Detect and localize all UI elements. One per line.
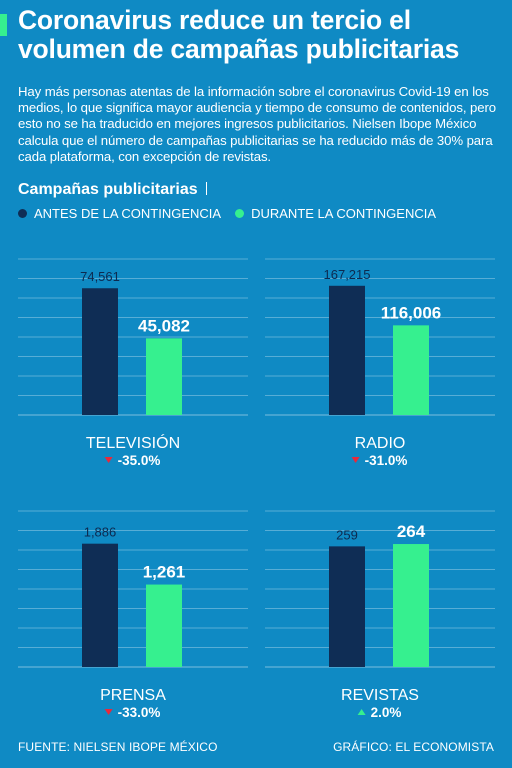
legend-dot-before xyxy=(18,209,27,218)
bar-radio-before xyxy=(329,285,365,415)
down-arrow-icon-prensa xyxy=(104,709,113,715)
footer-credit: GRÁFICO: EL ECONOMISTA xyxy=(333,740,494,754)
data-label-revistas-during: 264 xyxy=(397,522,426,541)
up-arrow-icon-revistas xyxy=(357,709,366,715)
section-title-text: Campañas publicitarias xyxy=(18,181,198,198)
data-label-television-during: 45,082 xyxy=(138,316,190,335)
data-label-prensa-before: 1,886 xyxy=(84,525,117,540)
legend-item-before: ANTES DE LA CONTINGENCIA xyxy=(18,206,221,221)
bar-prensa-before xyxy=(82,543,118,667)
legend: ANTES DE LA CONTINGENCIA DURANTE LA CONT… xyxy=(18,206,450,221)
category-label-revistas: REVISTAS xyxy=(341,687,419,704)
title-accent-bar xyxy=(0,14,7,36)
change-label-prensa: -33.0% xyxy=(118,705,161,720)
bar-revistas-before xyxy=(329,546,365,667)
data-label-revistas-before: 259 xyxy=(336,527,358,542)
legend-dot-during xyxy=(235,209,245,218)
footer-source: FUENTE: NIELSEN IBOPE MÉXICO xyxy=(18,740,218,754)
down-arrow-icon-television xyxy=(104,457,113,463)
change-label-revistas: 2.0% xyxy=(371,705,402,720)
change-label-television: -35.0% xyxy=(118,453,161,468)
bar-television-during xyxy=(146,338,182,415)
bar-prensa-during xyxy=(146,584,182,667)
data-label-prensa-during: 1,261 xyxy=(143,563,186,582)
data-label-radio-before: 167,215 xyxy=(324,267,371,282)
data-label-radio-during: 116,006 xyxy=(381,303,442,322)
category-label-radio: RADIO xyxy=(355,435,406,452)
down-arrow-icon-radio xyxy=(351,457,360,463)
bar-radio-during xyxy=(393,325,429,415)
category-label-prensa: PRENSA xyxy=(100,687,166,704)
legend-label-during: DURANTE LA CONTINGENCIA xyxy=(251,206,437,221)
category-label-television: TELEVISIÓN xyxy=(86,433,180,452)
legend-label-before: ANTES DE LA CONTINGENCIA xyxy=(34,206,222,221)
data-label-television-before: 74,561 xyxy=(80,269,120,284)
section-title: Campañas publicitarias xyxy=(18,181,208,199)
bar-television-before xyxy=(82,288,118,415)
legend-item-during: DURANTE LA CONTINGENCIA xyxy=(235,206,436,221)
section-separator xyxy=(205,182,208,195)
page-title: Coronavirus reduce un tercio el volumen … xyxy=(18,5,460,64)
intro-paragraph: Hay más personas atentas de la informaci… xyxy=(18,84,497,164)
bar-revistas-during xyxy=(393,544,429,667)
change-label-radio: -31.0% xyxy=(365,453,408,468)
